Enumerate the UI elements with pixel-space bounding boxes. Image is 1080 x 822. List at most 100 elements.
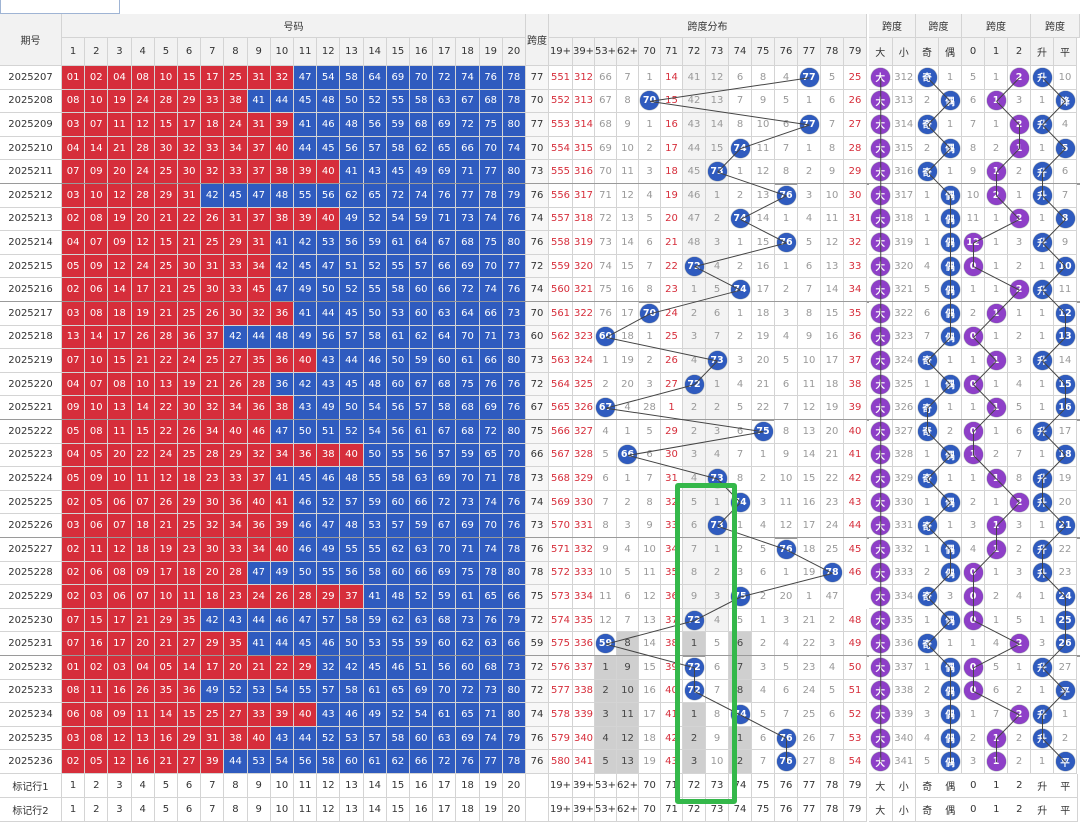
number-ball[interactable]: 53 [247,750,271,774]
number-ball[interactable]: 62 [410,325,434,350]
number-ball[interactable]: 40 [224,420,248,444]
number-ball[interactable]: 78 [502,538,526,562]
number-ball[interactable]: 25 [178,443,202,468]
number-ball[interactable]: 59 [363,231,387,255]
number-ball[interactable]: 02 [85,656,109,680]
number-ball[interactable]: 50 [340,396,364,420]
number-ball[interactable]: 45 [294,89,318,114]
number-ball[interactable]: 36 [294,443,318,468]
number-ball[interactable]: 49 [294,278,318,302]
number-ball[interactable]: 24 [154,443,178,468]
number-ball[interactable]: 08 [62,679,86,704]
number-ball[interactable]: 78 [502,467,526,491]
number-ball[interactable]: 48 [317,89,341,114]
number-ball[interactable]: 22 [154,349,178,373]
number-ball[interactable]: 37 [340,585,364,609]
number-ball[interactable]: 25 [154,160,178,184]
number-ball[interactable]: 11 [131,467,155,491]
number-ball[interactable]: 70 [479,254,503,279]
number-ball[interactable]: 54 [317,66,341,90]
number-ball[interactable]: 15 [154,113,178,137]
number-ball[interactable]: 71 [479,703,503,727]
number-ball[interactable]: 50 [363,443,387,468]
number-ball[interactable]: 68 [479,89,503,114]
number-ball[interactable]: 28 [131,184,155,208]
number-ball[interactable]: 07 [62,608,86,633]
number-ball[interactable]: 26 [224,372,248,397]
number-ball[interactable]: 40 [247,726,271,751]
number-ball[interactable]: 25 [154,254,178,279]
number-ball[interactable]: 26 [154,490,178,515]
number-ball[interactable]: 73 [502,656,526,680]
number-ball[interactable]: 33 [247,703,271,727]
number-ball[interactable]: 11 [178,585,202,609]
number-ball[interactable]: 10 [131,372,155,397]
number-ball[interactable]: 53 [317,231,341,255]
number-ball[interactable]: 45 [294,254,318,279]
number-ball[interactable]: 53 [363,514,387,538]
number-ball[interactable]: 71 [456,160,480,184]
number-ball[interactable]: 12 [154,467,178,491]
number-ball[interactable]: 77 [456,184,480,208]
number-ball[interactable]: 72 [433,66,457,90]
number-ball[interactable]: 59 [410,632,434,656]
number-ball[interactable]: 43 [317,703,341,727]
number-ball[interactable]: 45 [224,184,248,208]
number-ball[interactable]: 21 [154,207,178,232]
number-ball[interactable]: 36 [247,514,271,538]
number-ball[interactable]: 17 [108,608,132,633]
number-ball[interactable]: 10 [85,349,109,373]
number-ball[interactable]: 49 [270,561,294,586]
number-ball[interactable]: 18 [178,561,202,586]
number-ball[interactable]: 19 [178,372,202,397]
number-ball[interactable]: 49 [317,538,341,562]
number-ball[interactable]: 43 [270,726,294,751]
number-ball[interactable]: 29 [178,726,202,751]
number-ball[interactable]: 03 [62,113,86,137]
number-ball[interactable]: 70 [479,514,503,538]
number-ball[interactable]: 58 [317,750,341,774]
number-ball[interactable]: 67 [456,89,480,114]
number-ball[interactable]: 59 [363,490,387,515]
number-ball[interactable]: 55 [340,538,364,562]
number-ball[interactable]: 73 [456,207,480,232]
number-ball[interactable]: 29 [294,656,318,680]
number-ball[interactable]: 61 [363,750,387,774]
number-ball[interactable]: 55 [386,89,410,114]
period-cell[interactable]: 2025226 [0,514,62,538]
number-ball[interactable]: 20 [224,656,248,680]
number-ball[interactable]: 10 [108,467,132,491]
number-ball[interactable]: 14 [178,656,202,680]
number-ball[interactable]: 49 [294,325,318,350]
number-ball[interactable]: 24 [224,113,248,137]
number-ball[interactable]: 60 [433,349,457,373]
number-ball[interactable]: 69 [433,467,457,491]
number-ball[interactable]: 02 [62,207,86,232]
number-ball[interactable]: 18 [108,302,132,326]
number-ball[interactable]: 51 [410,656,434,680]
number-ball[interactable]: 63 [433,302,457,326]
number-ball[interactable]: 39 [201,750,225,774]
number-ball[interactable]: 04 [62,136,86,161]
number-ball[interactable]: 21 [247,656,271,680]
number-ball[interactable]: 36 [178,679,202,704]
number-ball[interactable]: 46 [294,514,318,538]
period-cell[interactable]: 2025207 [0,66,62,90]
number-ball[interactable]: 60 [386,561,410,586]
number-ball[interactable]: 03 [62,302,86,326]
number-ball[interactable]: 29 [154,184,178,208]
number-ball[interactable]: 57 [410,396,434,420]
number-ball[interactable]: 18 [131,538,155,562]
number-ball[interactable]: 30 [178,160,202,184]
number-ball[interactable]: 58 [386,467,410,491]
number-ball[interactable]: 45 [363,656,387,680]
number-ball[interactable]: 25 [178,278,202,302]
period-cell[interactable]: 2025212 [0,184,62,208]
number-ball[interactable]: 22 [131,443,155,468]
number-ball[interactable]: 79 [502,608,526,633]
number-ball[interactable]: 76 [502,396,526,420]
number-ball[interactable]: 45 [294,467,318,491]
number-ball[interactable]: 61 [363,679,387,704]
number-ball[interactable]: 36 [224,490,248,515]
number-ball[interactable]: 43 [363,160,387,184]
